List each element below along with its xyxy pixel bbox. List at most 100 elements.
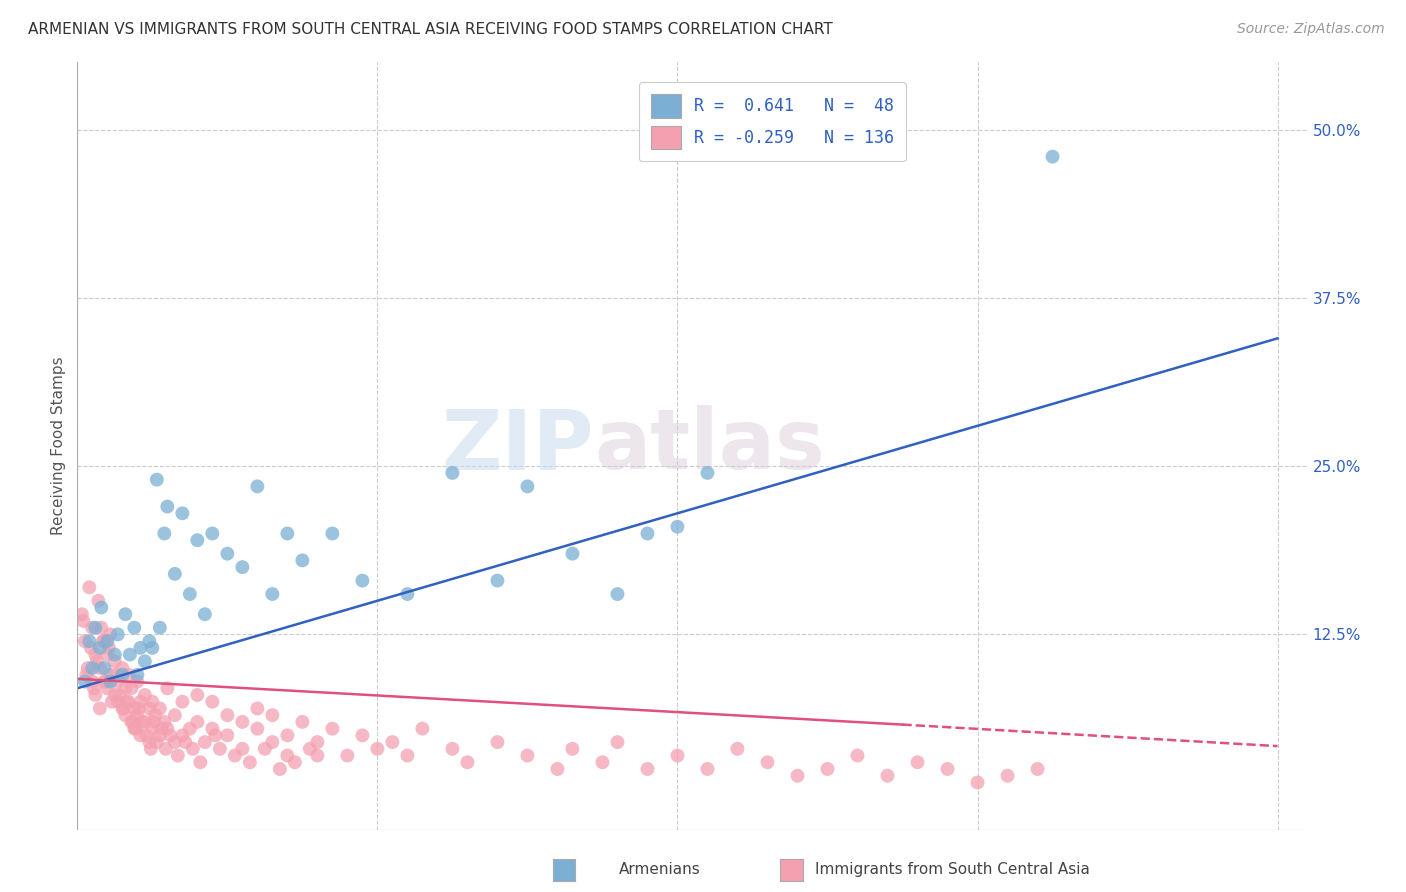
Point xyxy=(120,681,142,696)
Point xyxy=(87,594,110,608)
Point xyxy=(150,722,173,736)
Point xyxy=(124,621,146,635)
Point xyxy=(156,500,179,514)
Point xyxy=(636,762,658,776)
Point xyxy=(98,667,121,681)
Point xyxy=(139,741,162,756)
Point xyxy=(876,769,898,783)
Point xyxy=(179,722,201,736)
Text: Immigrants from South Central Asia: Immigrants from South Central Asia xyxy=(815,863,1091,877)
Point xyxy=(127,708,149,723)
Point xyxy=(146,473,169,487)
Point xyxy=(93,634,115,648)
Point xyxy=(174,735,197,749)
Point xyxy=(163,708,186,723)
Point xyxy=(89,640,111,655)
Point xyxy=(208,741,231,756)
Point xyxy=(246,479,269,493)
Point xyxy=(138,735,160,749)
Point xyxy=(141,722,163,736)
Point xyxy=(172,728,194,742)
Point xyxy=(120,714,142,729)
Point xyxy=(846,748,869,763)
Point xyxy=(72,614,94,628)
Point xyxy=(253,741,276,756)
Point xyxy=(101,695,124,709)
Point xyxy=(127,667,149,681)
Point xyxy=(84,621,107,635)
Point xyxy=(79,580,101,594)
Point xyxy=(141,695,163,709)
Point xyxy=(231,714,253,729)
Point xyxy=(112,701,135,715)
Point xyxy=(381,735,404,749)
Point xyxy=(83,681,105,696)
Point xyxy=(194,607,217,622)
Point xyxy=(97,640,120,655)
Point xyxy=(114,681,136,696)
Point xyxy=(239,756,262,770)
Point xyxy=(91,634,114,648)
Point xyxy=(96,681,118,696)
Point xyxy=(111,661,134,675)
Point xyxy=(291,714,314,729)
Point xyxy=(307,748,329,763)
Y-axis label: Receiving Food Stamps: Receiving Food Stamps xyxy=(51,357,66,535)
Point xyxy=(146,735,169,749)
Point xyxy=(456,756,478,770)
Point xyxy=(155,741,177,756)
Point xyxy=(141,640,163,655)
Point xyxy=(82,674,104,689)
Point xyxy=(696,466,718,480)
Point xyxy=(105,667,128,681)
Point xyxy=(246,722,269,736)
Point xyxy=(73,634,96,648)
Point xyxy=(231,560,253,574)
Point xyxy=(666,520,689,534)
Point xyxy=(129,640,152,655)
Point xyxy=(561,741,583,756)
Point xyxy=(84,648,107,662)
Point xyxy=(411,722,433,736)
Point xyxy=(156,722,179,736)
Point xyxy=(104,648,127,662)
Point xyxy=(111,701,134,715)
Point xyxy=(352,728,374,742)
Point xyxy=(107,674,129,689)
Point xyxy=(727,741,749,756)
Point xyxy=(117,667,139,681)
Point xyxy=(561,547,583,561)
Point xyxy=(98,627,121,641)
Point xyxy=(149,621,172,635)
Point xyxy=(134,714,156,729)
Point xyxy=(441,741,464,756)
Point xyxy=(93,674,115,689)
Point xyxy=(128,701,150,715)
Point xyxy=(90,621,112,635)
Point xyxy=(104,654,127,668)
Point xyxy=(96,634,118,648)
Point xyxy=(269,762,291,776)
Point xyxy=(129,728,152,742)
Point xyxy=(217,728,239,742)
Point xyxy=(114,607,136,622)
Point xyxy=(756,756,779,770)
Point xyxy=(231,741,253,756)
Point xyxy=(396,748,419,763)
Point xyxy=(131,714,153,729)
Point xyxy=(149,728,172,742)
Point xyxy=(786,769,808,783)
Point xyxy=(276,748,298,763)
Legend: R =  0.641   N =  48, R = -0.259   N = 136: R = 0.641 N = 48, R = -0.259 N = 136 xyxy=(640,82,905,161)
Point xyxy=(96,648,118,662)
Point xyxy=(89,701,111,715)
Point xyxy=(134,688,156,702)
Point xyxy=(86,654,108,668)
Point xyxy=(516,748,538,763)
Point xyxy=(907,756,929,770)
Point xyxy=(118,648,141,662)
Point xyxy=(666,748,689,763)
Point xyxy=(135,728,157,742)
Point xyxy=(201,722,224,736)
Point xyxy=(125,722,148,736)
